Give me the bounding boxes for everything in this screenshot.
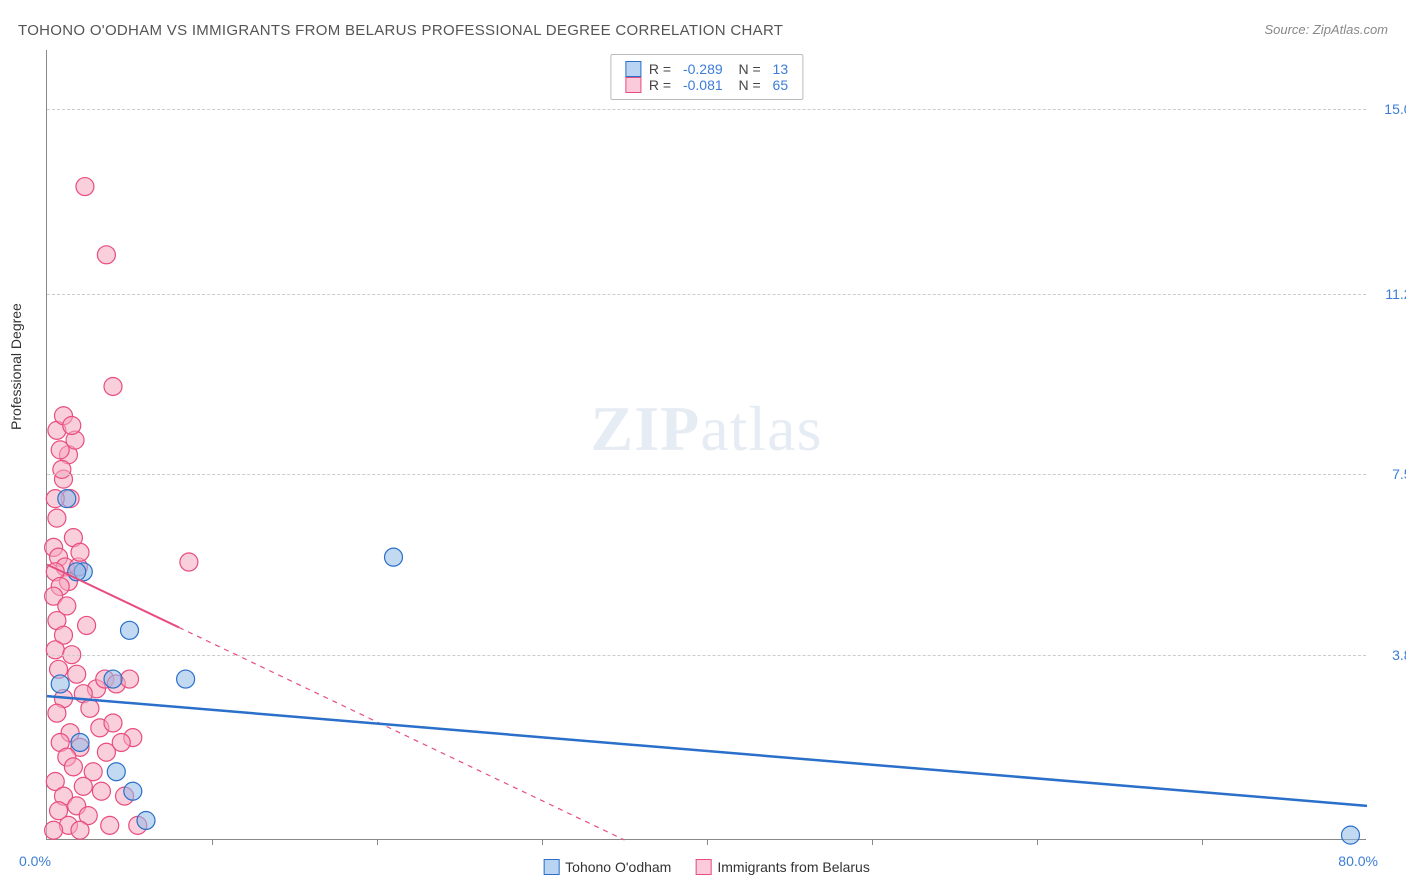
data-point (177, 670, 195, 688)
data-point (68, 665, 86, 683)
legend-row-blue: R = -0.289 N = 13 (625, 61, 788, 77)
x-tick (872, 839, 873, 845)
data-point (385, 548, 403, 566)
y-axis-label: Professional Degree (8, 303, 24, 430)
n-value-pink: 65 (773, 77, 789, 93)
stat-label: R = (649, 77, 675, 93)
swatch-blue (625, 61, 641, 77)
data-point (64, 758, 82, 776)
data-point (71, 821, 89, 839)
r-value-blue: -0.289 (683, 61, 723, 77)
stat-label: N = (731, 77, 765, 93)
x-axis-min: 0.0% (19, 853, 51, 869)
chart-title: TOHONO O'ODHAM VS IMMIGRANTS FROM BELARU… (18, 22, 783, 39)
data-point (46, 641, 64, 659)
x-tick (212, 839, 213, 845)
gridline (47, 109, 1366, 110)
series-legend: Tohono O'odham Immigrants from Belarus (543, 859, 870, 875)
data-point (51, 441, 69, 459)
data-point (101, 816, 119, 834)
y-tick-label: 7.5% (1392, 466, 1406, 482)
x-axis-max: 80.0% (1338, 853, 1378, 869)
trend-line (179, 627, 625, 840)
plot-area: ZIPatlas R = -0.289 N = 13 R = -0.081 N … (46, 50, 1366, 840)
data-point (92, 782, 110, 800)
data-point (53, 460, 71, 478)
data-point (104, 377, 122, 395)
data-point (124, 782, 142, 800)
data-point (121, 670, 139, 688)
data-point (58, 490, 76, 508)
correlation-legend: R = -0.289 N = 13 R = -0.081 N = 65 (610, 54, 803, 100)
data-point (137, 811, 155, 829)
data-point (71, 543, 89, 561)
legend-item-pink: Immigrants from Belarus (695, 859, 869, 875)
data-point (104, 714, 122, 732)
data-point (180, 553, 198, 571)
legend-item-blue: Tohono O'odham (543, 859, 671, 875)
data-point (48, 509, 66, 527)
x-tick (1037, 839, 1038, 845)
data-point (76, 178, 94, 196)
x-tick (707, 839, 708, 845)
gridline (47, 655, 1366, 656)
data-point (104, 670, 122, 688)
gridline (47, 294, 1366, 295)
legend-row-pink: R = -0.081 N = 65 (625, 77, 788, 93)
swatch-pink (695, 859, 711, 875)
y-tick-label: 3.8% (1392, 647, 1406, 663)
data-point (97, 246, 115, 264)
stat-label: N = (731, 61, 765, 77)
data-point (48, 704, 66, 722)
data-point (112, 733, 130, 751)
data-point (71, 733, 89, 751)
series-label-pink: Immigrants from Belarus (717, 859, 869, 875)
trend-line (47, 696, 1367, 806)
r-value-pink: -0.081 (683, 77, 723, 93)
data-point (78, 616, 96, 634)
data-point (45, 821, 63, 839)
x-tick (1202, 839, 1203, 845)
x-tick (377, 839, 378, 845)
data-point (63, 416, 81, 434)
swatch-pink (625, 77, 641, 93)
scatter-svg (47, 50, 1367, 840)
data-point (1342, 826, 1360, 844)
data-point (51, 675, 69, 693)
gridline (47, 474, 1366, 475)
source-attribution: Source: ZipAtlas.com (1264, 22, 1388, 37)
trend-line (47, 564, 179, 627)
y-tick-label: 11.2% (1385, 286, 1406, 302)
series-label-blue: Tohono O'odham (565, 859, 671, 875)
data-point (121, 621, 139, 639)
data-point (81, 699, 99, 717)
stat-label: R = (649, 61, 675, 77)
swatch-blue (543, 859, 559, 875)
x-tick (542, 839, 543, 845)
y-tick-label: 15.0% (1384, 101, 1406, 117)
data-point (74, 777, 92, 795)
n-value-blue: 13 (773, 61, 789, 77)
data-point (107, 763, 125, 781)
